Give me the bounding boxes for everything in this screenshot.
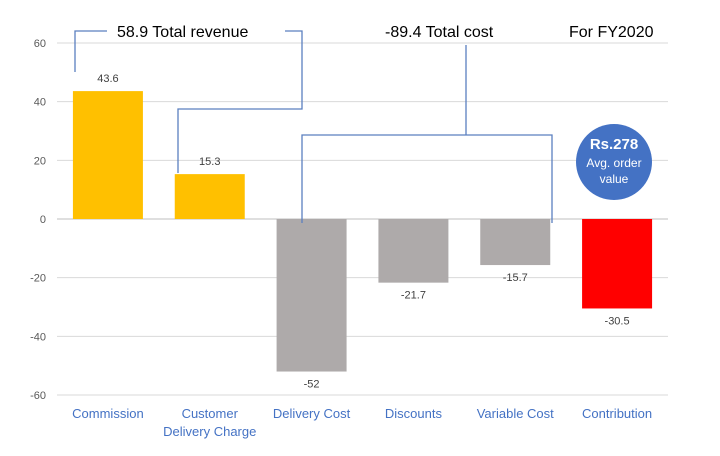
- y-tick-label: -60: [30, 390, 46, 402]
- avg-order-badge: Rs.278 Avg. order value: [576, 124, 652, 200]
- badge-amount: Rs.278: [590, 136, 638, 153]
- category-labels: Commission Customer Delivery Charge Deliver…: [72, 406, 652, 439]
- category-label: Delivery Charge: [163, 424, 256, 439]
- category-label: Commission: [72, 406, 144, 421]
- y-tick-label: 40: [34, 97, 46, 109]
- bar-1: [174, 174, 245, 219]
- revenue-bracket-right: [177, 30, 303, 173]
- revenue-bracket: [74, 30, 107, 72]
- y-axis-ticks: 60 40 20 0 -20 -40 -60: [30, 38, 46, 402]
- badge-line-2: value: [600, 172, 629, 186]
- bars: [72, 91, 653, 372]
- cost-bracket: [301, 134, 553, 223]
- category-label: Variable Cost: [477, 406, 554, 421]
- y-tick-label: -40: [30, 331, 46, 343]
- badge-line-1: Avg. order: [586, 156, 641, 170]
- category-label: Contribution: [582, 406, 652, 421]
- cost-annotation: -89.4 Total cost: [385, 24, 494, 41]
- data-label: -21.7: [401, 290, 426, 302]
- y-tick-label: 0: [40, 214, 46, 226]
- y-tick-label: -20: [30, 273, 46, 285]
- data-label: -15.7: [503, 272, 528, 284]
- bar-5: [582, 219, 653, 309]
- data-label: -30.5: [605, 315, 630, 327]
- gridlines: [57, 42, 668, 396]
- bar-3: [378, 219, 449, 283]
- data-label: 43.6: [97, 73, 118, 85]
- bar-2: [276, 219, 347, 372]
- category-label: Customer: [182, 406, 239, 421]
- badge-circle: [576, 124, 652, 200]
- data-label: -52: [304, 379, 320, 391]
- category-label: Discounts: [385, 406, 443, 421]
- brackets: [74, 30, 553, 223]
- bar-0: [72, 91, 143, 219]
- chart-title: For FY2020: [569, 24, 654, 41]
- y-tick-label: 60: [34, 38, 46, 50]
- bar-4: [480, 219, 551, 266]
- category-label: Delivery Cost: [273, 406, 351, 421]
- revenue-annotation: 58.9 Total revenue: [117, 24, 248, 41]
- y-tick-label: 20: [34, 155, 46, 167]
- data-label: 15.3: [199, 156, 220, 168]
- data-labels: 43.6 15.3 -52 -21.7 -15.7 -30.5: [97, 73, 629, 390]
